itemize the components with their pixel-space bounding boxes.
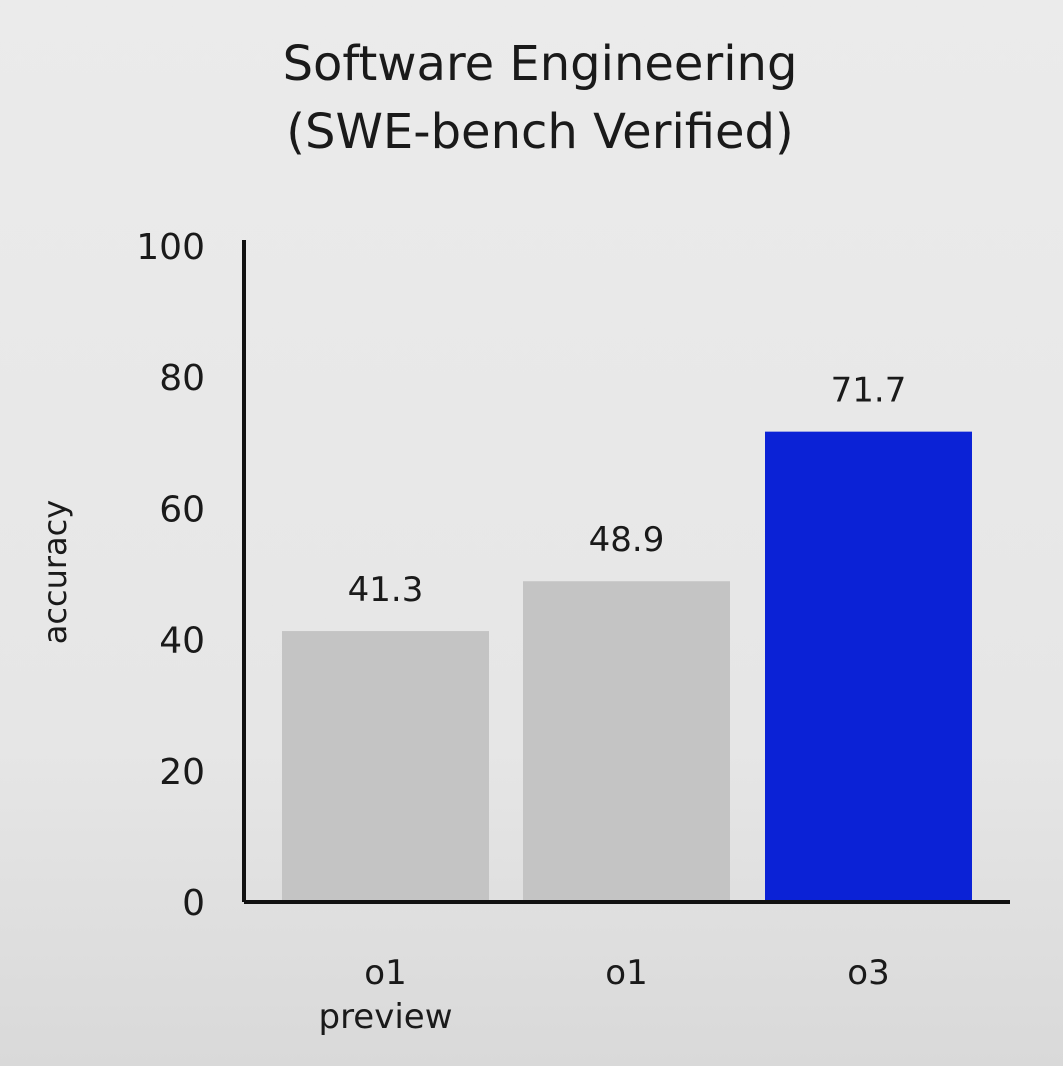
y-tick-label: 40 bbox=[159, 621, 205, 662]
x-category-label: o1 bbox=[364, 953, 406, 993]
chart-title: Software Engineering (SWE-bench Verified… bbox=[0, 30, 1063, 166]
bar-value-label: 41.3 bbox=[348, 570, 424, 610]
x-category-label: preview bbox=[318, 997, 452, 1037]
bar bbox=[523, 581, 730, 902]
bar bbox=[282, 631, 489, 902]
chart-title-line-2: (SWE-bench Verified) bbox=[286, 104, 794, 160]
bar-value-label: 48.9 bbox=[589, 520, 665, 560]
y-tick-label: 60 bbox=[159, 489, 205, 530]
x-category-label: o1 bbox=[605, 953, 647, 993]
y-tick-label: 80 bbox=[159, 358, 205, 399]
x-category-label: o3 bbox=[847, 953, 889, 993]
y-axis-title: accuracy bbox=[36, 500, 74, 644]
y-tick-label: 0 bbox=[182, 883, 205, 924]
bar bbox=[765, 431, 972, 902]
y-tick-label: 100 bbox=[136, 227, 205, 268]
bars bbox=[282, 431, 972, 902]
y-axis-ticks: 0 20 40 60 80 100 bbox=[136, 227, 205, 924]
y-tick-label: 20 bbox=[159, 752, 205, 793]
value-labels: 41.3 48.9 71.7 bbox=[348, 371, 907, 610]
bar-value-label: 71.7 bbox=[831, 371, 907, 411]
chart-title-line-1: Software Engineering bbox=[282, 36, 798, 92]
